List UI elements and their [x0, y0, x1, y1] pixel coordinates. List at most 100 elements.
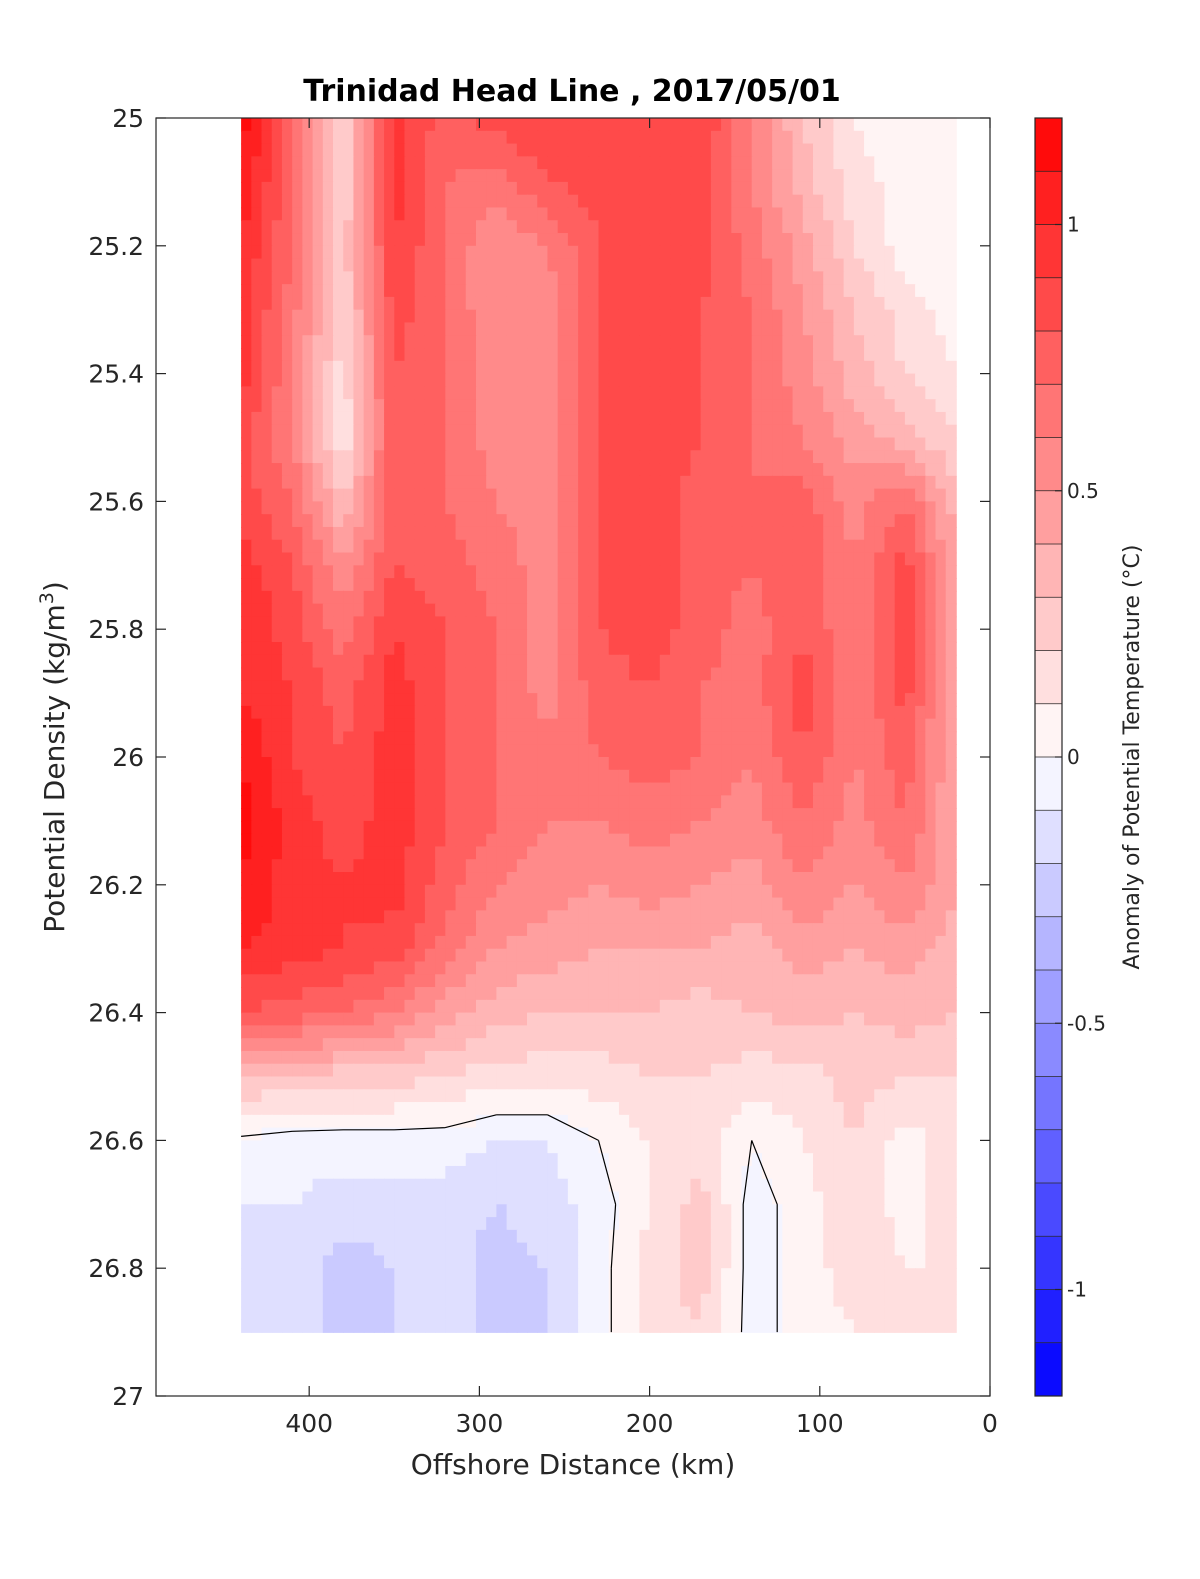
- heatmap-cell: [659, 693, 671, 707]
- heatmap-cell: [241, 744, 253, 758]
- heatmap-cell: [333, 565, 345, 579]
- heatmap-cell: [670, 348, 682, 362]
- heatmap-cell: [772, 233, 784, 247]
- heatmap-cell: [864, 437, 876, 452]
- heatmap-cell: [588, 373, 600, 388]
- heatmap-cell: [680, 399, 692, 413]
- heatmap-cell: [608, 194, 620, 209]
- heatmap-cell: [333, 526, 345, 541]
- heatmap-cell: [792, 501, 804, 515]
- heatmap-cell: [864, 667, 876, 682]
- heatmap-cell: [435, 935, 447, 950]
- heatmap-cell: [241, 514, 253, 528]
- heatmap-cell: [506, 961, 518, 976]
- heatmap-cell: [884, 1012, 896, 1027]
- heatmap-cell: [639, 820, 651, 835]
- heatmap-cell: [915, 731, 927, 746]
- heatmap-cell: [639, 207, 651, 222]
- heatmap-cell: [281, 1025, 293, 1039]
- heatmap-cell: [578, 718, 590, 733]
- heatmap-cell: [465, 181, 477, 196]
- heatmap-cell: [547, 667, 559, 682]
- heatmap-cell: [363, 526, 375, 541]
- heatmap-cell: [884, 846, 896, 861]
- heatmap-cell: [567, 143, 579, 158]
- heatmap-cell: [864, 744, 876, 758]
- heatmap-cell: [424, 641, 436, 656]
- heatmap-cell: [312, 693, 324, 707]
- heatmap-cell: [414, 744, 426, 758]
- heatmap-cell: [751, 309, 763, 324]
- heatmap-cell: [241, 654, 253, 669]
- heatmap-cell: [343, 194, 355, 209]
- heatmap-cell: [935, 872, 947, 886]
- heatmap-cell: [353, 616, 365, 630]
- heatmap-cell: [506, 194, 518, 209]
- heatmap-cell: [578, 935, 590, 950]
- heatmap-cell: [445, 207, 457, 222]
- heatmap-cell: [353, 424, 365, 439]
- heatmap-cell: [363, 399, 375, 413]
- heatmap-cell: [363, 667, 375, 682]
- heatmap-cell: [343, 923, 355, 937]
- heatmap-cell: [945, 910, 957, 924]
- heatmap-cell: [608, 245, 620, 260]
- heatmap-cell: [373, 271, 385, 285]
- heatmap-cell: [414, 680, 426, 694]
- heatmap-cell: [680, 169, 692, 183]
- heatmap-cell: [659, 335, 671, 349]
- heatmap-cell: [506, 296, 518, 311]
- heatmap-cell: [802, 795, 814, 809]
- heatmap-cell: [618, 948, 630, 963]
- heatmap-cell: [945, 769, 957, 784]
- heatmap-cell: [904, 552, 916, 567]
- heatmap-cell: [424, 731, 436, 746]
- heatmap-cell: [343, 782, 355, 797]
- heatmap-cell: [843, 233, 855, 247]
- heatmap-cell: [925, 872, 937, 886]
- heatmap-cell: [373, 680, 385, 694]
- heatmap-cell: [598, 233, 610, 247]
- heatmap-cell: [659, 360, 671, 375]
- heatmap-cell: [353, 705, 365, 720]
- heatmap-cell: [527, 309, 539, 324]
- heatmap-cell: [404, 769, 416, 784]
- heatmap-cell: [639, 859, 651, 873]
- heatmap-cell: [445, 603, 457, 618]
- heatmap-cell: [333, 399, 345, 413]
- heatmap-cell: [251, 1025, 263, 1039]
- heatmap-cell: [680, 603, 692, 618]
- heatmap-cell: [516, 872, 528, 886]
- heatmap-cell: [670, 629, 682, 643]
- heatmap-cell: [802, 322, 814, 337]
- heatmap-cell: [710, 629, 722, 643]
- heatmap-cell: [772, 156, 784, 170]
- heatmap-cell: [241, 335, 253, 349]
- heatmap-cell: [373, 360, 385, 375]
- heatmap-cell: [853, 680, 865, 694]
- heatmap-cell: [884, 872, 896, 886]
- heatmap-cell: [588, 987, 600, 1001]
- heatmap-cell: [802, 514, 814, 528]
- heatmap-cell: [384, 526, 396, 541]
- heatmap-cell: [567, 309, 579, 324]
- heatmap-cell: [281, 897, 293, 912]
- heatmap-cell: [322, 680, 334, 694]
- heatmap-cell: [251, 284, 263, 298]
- heatmap-cell: [261, 437, 273, 452]
- heatmap-cell: [567, 233, 579, 247]
- heatmap-cell: [608, 744, 620, 758]
- heatmap-cell: [527, 846, 539, 861]
- heatmap-cell: [241, 987, 253, 1001]
- heatmap-cell: [925, 220, 937, 234]
- heatmap-cell: [731, 769, 743, 784]
- heatmap-cell: [925, 961, 937, 976]
- heatmap-cell: [414, 220, 426, 234]
- heatmap-cell: [823, 322, 835, 337]
- heatmap-cell: [435, 757, 447, 771]
- heatmap-cell: [761, 846, 773, 861]
- heatmap-cell: [261, 654, 273, 669]
- heatmap-cell: [271, 143, 283, 158]
- heatmap-cell: [894, 897, 906, 912]
- heatmap-cell: [751, 923, 763, 937]
